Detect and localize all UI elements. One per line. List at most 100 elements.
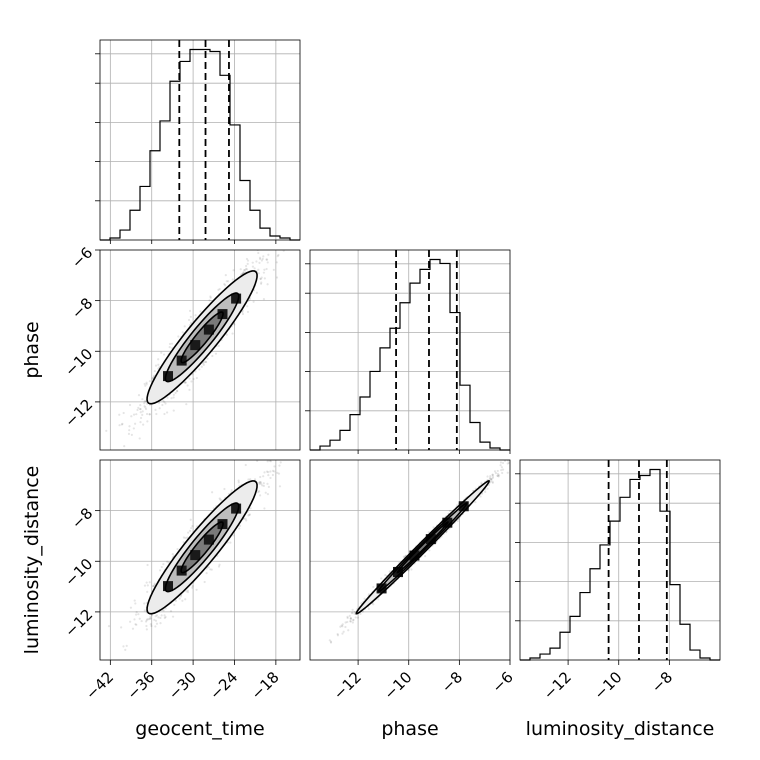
sample-point — [245, 257, 249, 261]
sample-point — [272, 268, 275, 271]
sample-point — [248, 298, 251, 301]
sample-point — [144, 406, 147, 409]
sample-point — [246, 259, 250, 262]
sample-point — [202, 361, 206, 364]
sample-point — [506, 462, 509, 465]
sample-point — [188, 377, 191, 380]
sample-point — [488, 476, 492, 479]
sample-point — [135, 623, 138, 626]
sample-point — [128, 425, 131, 428]
sample-point — [346, 615, 349, 618]
sample-point — [153, 369, 156, 373]
sample-point — [132, 427, 135, 430]
x-axis-label-0: geocent_time — [135, 718, 264, 740]
sample-point — [186, 589, 190, 592]
sample-point — [194, 370, 197, 373]
sample-point — [328, 639, 331, 642]
sample-point — [138, 437, 141, 440]
sample-point — [172, 396, 175, 399]
sample-point — [171, 553, 174, 556]
density-cell — [376, 583, 387, 594]
sample-point — [159, 622, 162, 625]
sample-point — [336, 633, 339, 636]
sample-point — [329, 640, 333, 643]
density-cell — [458, 501, 469, 512]
sample-point — [344, 621, 347, 624]
sample-point — [354, 616, 357, 619]
sample-point — [448, 509, 452, 513]
sample-point — [155, 614, 159, 617]
sample-point — [188, 529, 192, 532]
sample-point — [176, 547, 179, 551]
sample-point — [292, 456, 294, 458]
sample-point — [260, 259, 264, 262]
sample-point — [209, 296, 212, 299]
x-tick-label: −24 — [206, 668, 241, 703]
sample-point — [491, 480, 494, 483]
sample-point — [139, 421, 142, 424]
sample-point — [265, 258, 268, 261]
density-cell — [231, 293, 242, 304]
sample-point — [353, 610, 356, 614]
y-tick-label: −6 — [68, 244, 96, 272]
x-tick-label: −10 — [590, 668, 625, 703]
sample-point — [145, 581, 148, 584]
sample-point — [244, 264, 248, 268]
sample-point — [266, 492, 270, 496]
sample-point — [152, 374, 156, 377]
sample-point — [145, 628, 148, 631]
sample-point — [248, 513, 251, 516]
sample-point — [189, 321, 193, 324]
sample-point — [268, 460, 271, 462]
sample-point — [350, 612, 353, 615]
sample-point — [218, 287, 221, 291]
sample-point — [150, 624, 153, 628]
sample-point — [145, 624, 148, 628]
sample-point — [153, 582, 156, 585]
density-cell — [163, 371, 174, 382]
sample-point — [122, 645, 125, 648]
sample-point — [259, 257, 262, 261]
x-tick-label: −8 — [438, 668, 466, 696]
sample-point — [134, 613, 138, 616]
sample-point — [261, 257, 264, 260]
panel-frame-luminosity_distance_vs_phase — [309, 459, 511, 661]
sample-point — [273, 470, 276, 473]
sample-point — [267, 485, 270, 488]
sample-point — [258, 256, 262, 259]
sample-point — [207, 566, 210, 569]
sample-point — [262, 271, 266, 274]
sample-point — [501, 468, 505, 471]
sample-point — [183, 381, 186, 384]
sample-point — [251, 261, 254, 264]
sample-point — [199, 310, 202, 313]
sample-point — [141, 410, 144, 413]
sample-point — [150, 614, 153, 617]
sample-point — [407, 569, 410, 572]
sample-point — [184, 381, 187, 384]
sample-point — [195, 376, 198, 380]
sample-point — [191, 586, 194, 589]
sample-point — [258, 261, 261, 264]
sample-point — [190, 526, 193, 530]
y-tick-label: −10 — [61, 345, 96, 380]
density-cell — [203, 324, 214, 335]
sample-point — [528, 447, 530, 449]
sample-point — [157, 363, 160, 366]
sample-point — [143, 405, 146, 408]
sample-point — [124, 648, 127, 651]
sample-point — [190, 380, 193, 383]
sample-point — [246, 262, 249, 265]
sample-point — [349, 620, 352, 623]
sample-point — [186, 384, 189, 387]
sample-point — [262, 298, 266, 301]
sample-point — [480, 481, 483, 484]
density-cell — [203, 534, 214, 545]
sample-point — [200, 365, 203, 368]
sample-point — [139, 416, 143, 420]
sample-point — [249, 507, 252, 510]
sample-point — [253, 478, 257, 481]
histogram-frame-geocent_time — [99, 39, 301, 241]
sample-point — [349, 618, 352, 621]
x-axis-label-2: luminosity_distance — [526, 718, 715, 740]
